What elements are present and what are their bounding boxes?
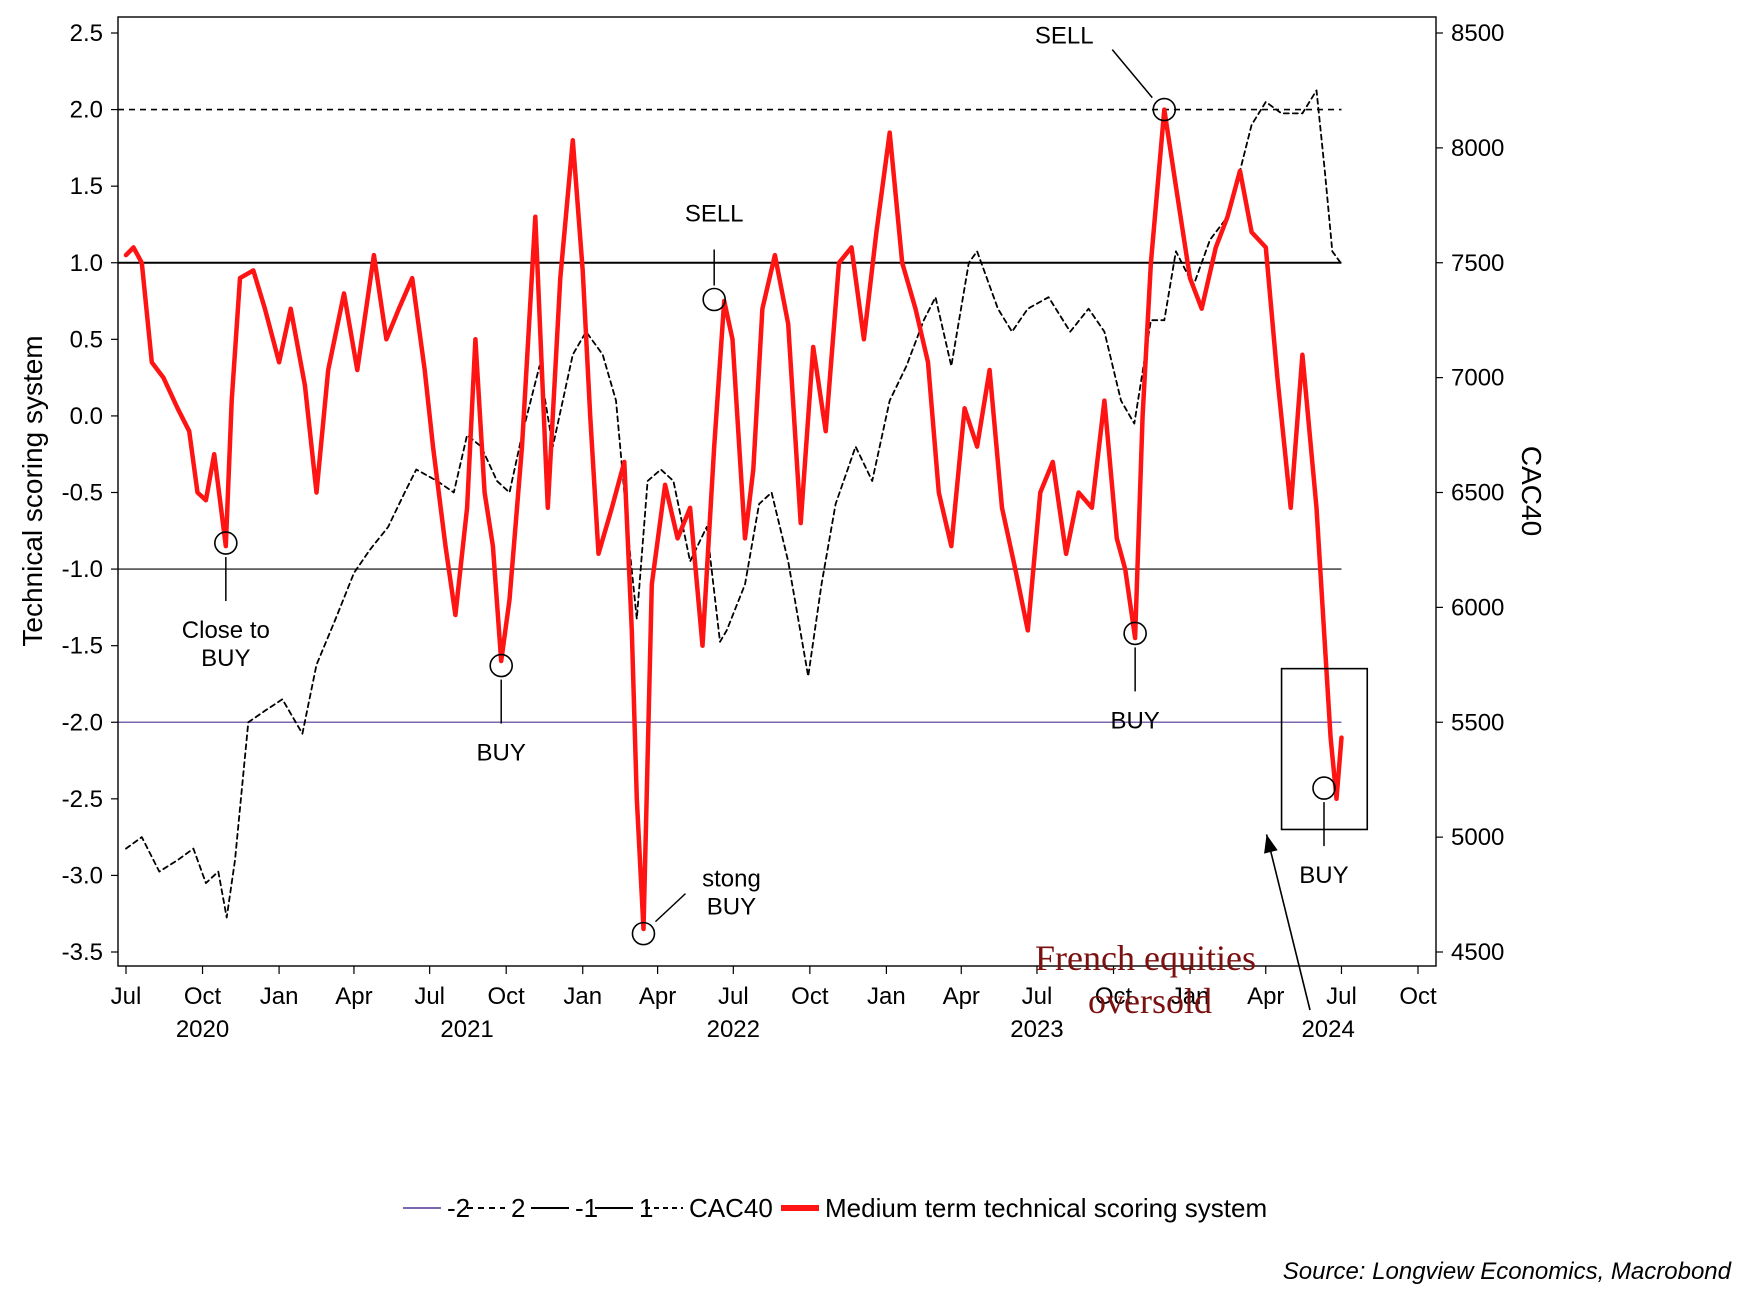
signal-marker <box>1123 621 1147 646</box>
scoring-system-line <box>123 107 1344 932</box>
left-tick-label: -0.5 <box>62 480 103 507</box>
left-tick-label: -3.5 <box>62 939 103 966</box>
signal-label: BUY <box>707 894 756 921</box>
signal-label: BUY <box>1299 862 1348 889</box>
right-tick-label: 6500 <box>1451 480 1504 507</box>
left-tick-label: 0.0 <box>70 403 103 430</box>
x-tick-label: Jul <box>414 983 445 1010</box>
right-tick-label: 7000 <box>1451 365 1504 392</box>
right-axis: 8500 8000 7500 7000 6500 6000 5500 5000 4500 <box>1436 20 1504 966</box>
callout-line-1: French equities <box>1035 938 1256 978</box>
x-tick-label: Oct <box>488 983 526 1010</box>
series-layer <box>123 89 1344 932</box>
left-tick-label: -3.0 <box>62 862 103 889</box>
left-tick-label: 2.0 <box>70 97 103 124</box>
x-tick-label: Jan <box>563 983 602 1010</box>
x-tick-label: Jul <box>1022 983 1053 1010</box>
x-tick-label: Oct <box>184 983 222 1010</box>
legend-ref-2-label: 2 <box>511 1193 525 1223</box>
signal-marker <box>631 921 656 946</box>
signal-label: BUY <box>477 740 526 767</box>
x-tick-label: Jul <box>718 983 749 1010</box>
legend-ref--2-label: -2 <box>447 1193 470 1223</box>
x-tick-label: Oct <box>1095 983 1133 1010</box>
x-tick-label: Jan <box>260 983 299 1010</box>
x-tick-label: Jul <box>1326 983 1357 1010</box>
x-tick-label: Apr <box>943 983 980 1010</box>
legend: -2 2 -1 1 CAC40 Medium term technical scoring… <box>403 1193 1267 1223</box>
signal-marker <box>1152 97 1177 122</box>
right-tick-label: 6000 <box>1451 594 1504 621</box>
x-tick-label: Jan <box>867 983 906 1010</box>
right-tick-label: 4500 <box>1451 939 1504 966</box>
x-tick-label: Jul <box>111 983 142 1010</box>
signal-label: SELL <box>1035 23 1094 50</box>
x-year-label: 2020 <box>176 1016 229 1043</box>
x-year-label: 2023 <box>1010 1016 1063 1043</box>
signal-marker <box>702 287 726 312</box>
left-tick-label: 1.0 <box>70 250 103 277</box>
signal-label: Close to <box>182 617 270 644</box>
signal-marker <box>1312 776 1336 800</box>
left-axis-title: Technical scoring system <box>17 335 48 646</box>
right-tick-label: 8000 <box>1451 135 1504 162</box>
legend-ref--1-label: -1 <box>575 1193 598 1223</box>
signal-marker <box>214 531 238 555</box>
source-note: Source: Longview Economics, Macrobond <box>1283 1258 1732 1285</box>
signal-label: BUY <box>201 645 250 672</box>
x-year-label: 2024 <box>1301 1016 1354 1043</box>
callout-arrowhead <box>1264 834 1278 854</box>
oversold-callout: French equities oversold <box>1035 938 1265 1021</box>
x-tick-label: Oct <box>791 983 829 1010</box>
signal-leader <box>1111 49 1153 99</box>
left-tick-label: -2.5 <box>62 786 103 813</box>
left-tick-label: -1.0 <box>62 556 103 583</box>
plot-frame <box>117 16 1437 967</box>
signal-label: BUY <box>1110 707 1159 734</box>
x-tick-label: Apr <box>639 983 676 1010</box>
callout-arrow <box>1265 834 1311 1011</box>
signal-leader <box>654 893 686 923</box>
x-tick-label: Oct <box>1399 983 1437 1010</box>
oversold-highlight-box <box>1280 667 1369 831</box>
signal-label: SELL <box>685 201 744 228</box>
right-axis-title: CAC40 <box>1516 446 1547 536</box>
x-axis: Jul Oct Jan Apr Jul Oct Jan Apr Jul Oct Jan Apr Jul O… <box>111 966 1437 1043</box>
cac40-line <box>125 89 1342 919</box>
left-tick-label: 1.5 <box>70 173 103 200</box>
x-tick-label: Apr <box>1247 983 1284 1010</box>
signal-marker <box>489 653 514 678</box>
callout-line-2: oversold <box>1088 981 1212 1021</box>
right-tick-label: 5000 <box>1451 824 1504 851</box>
signal-label: stong <box>702 866 761 893</box>
left-tick-label: 0.5 <box>70 326 103 353</box>
right-tick-label: 8500 <box>1451 20 1504 47</box>
x-year-label: 2021 <box>440 1016 493 1043</box>
legend-scoring-system-label: Medium term technical scoring system <box>825 1193 1267 1223</box>
x-tick-label: Jan <box>1171 983 1210 1010</box>
left-tick-label: -2.0 <box>62 709 103 736</box>
right-tick-label: 5500 <box>1451 709 1504 736</box>
left-axis: 2.5 2.0 1.5 1.0 0.5 0.0 -0.5 -1.0 -1.5 -2.0 -2.5 -3… <box>62 20 118 966</box>
x-tick-label: Apr <box>335 983 372 1010</box>
legend-cac40-label: CAC40 <box>689 1193 773 1223</box>
right-tick-label: 7500 <box>1451 250 1504 277</box>
left-tick-label: 2.5 <box>70 20 103 47</box>
left-tick-label: -1.5 <box>62 633 103 660</box>
x-year-label: 2022 <box>707 1016 760 1043</box>
